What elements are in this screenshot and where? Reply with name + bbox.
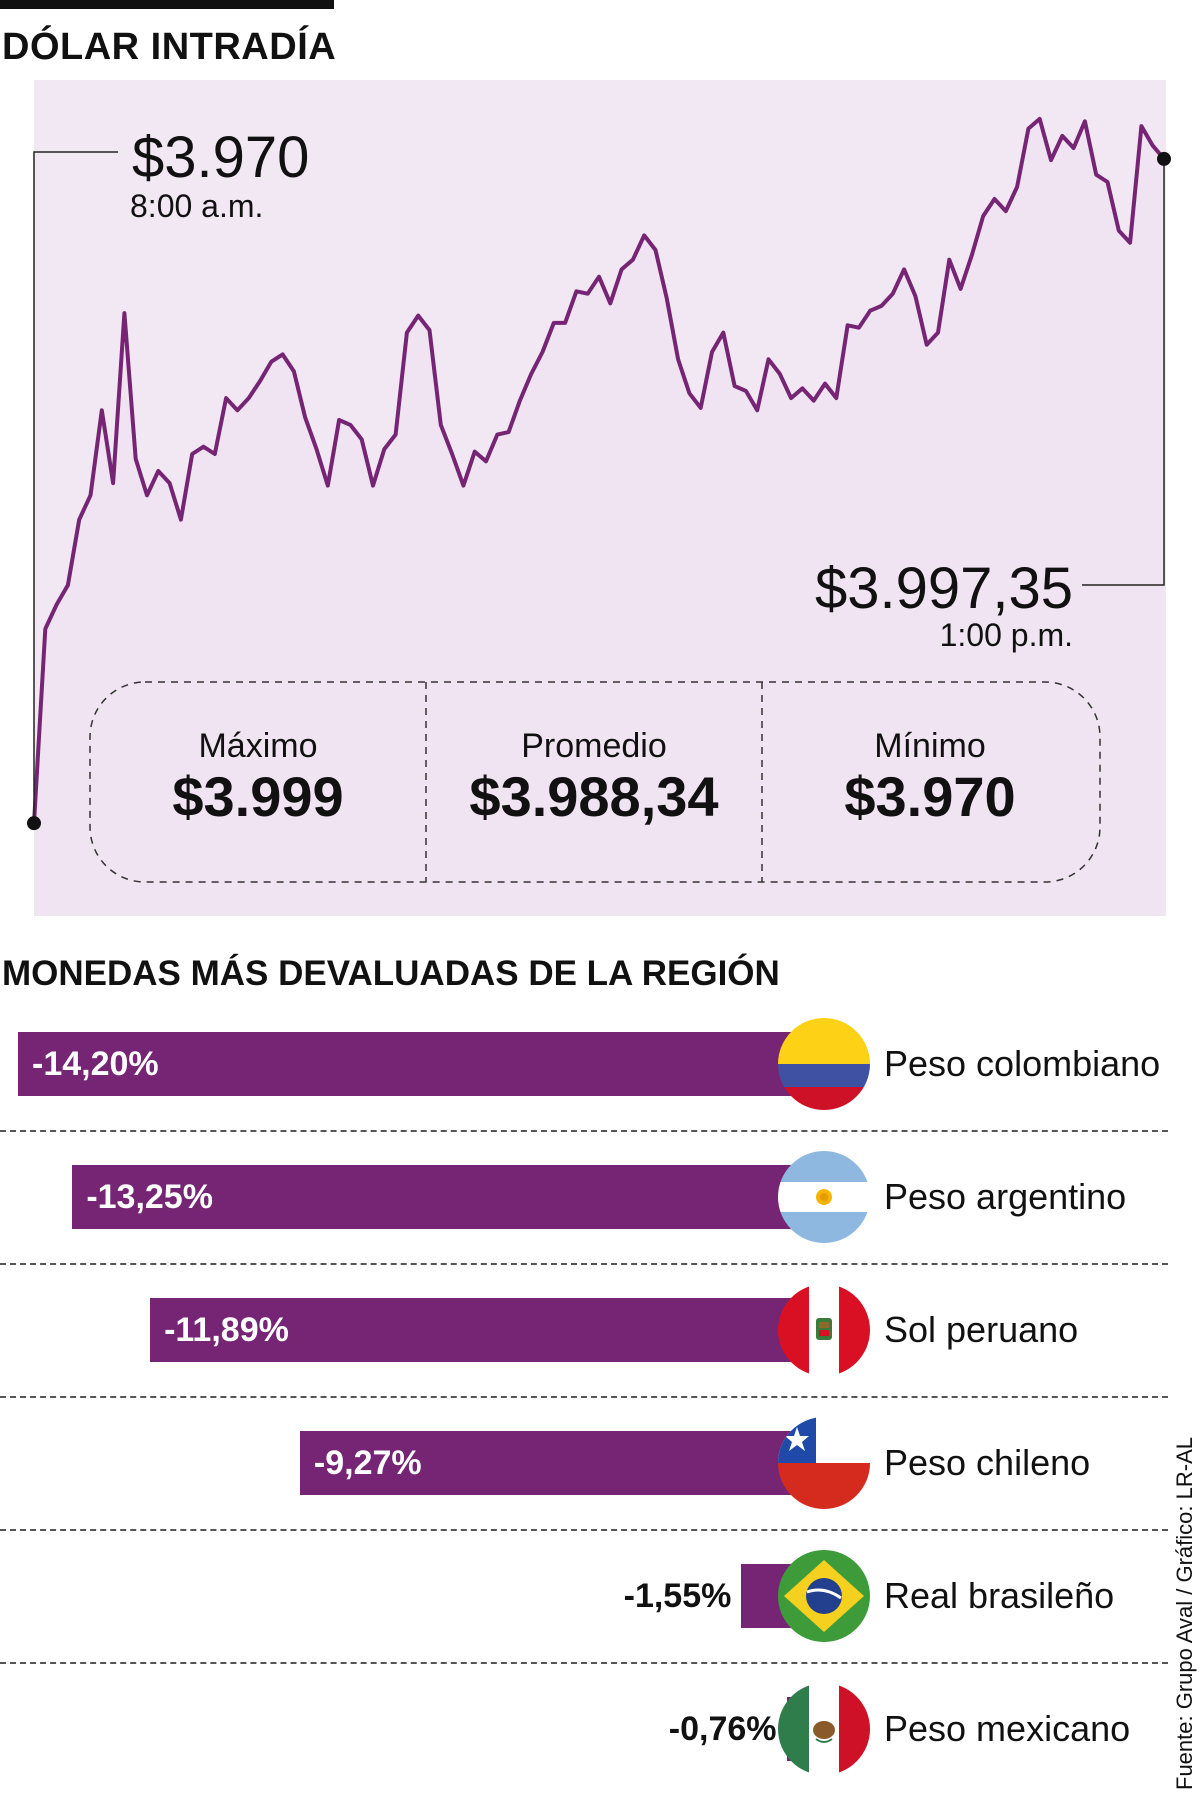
start-value-label: $3.970 (132, 125, 310, 190)
end-point (1157, 151, 1171, 166)
start-point (27, 816, 41, 831)
stat-label: Mínimo (874, 727, 986, 765)
colombia-flag-icon (778, 1018, 870, 1110)
currency-label: Sol peruano (884, 1309, 1079, 1350)
bar: -11,89% (150, 1298, 830, 1362)
row-separator (0, 1130, 1168, 1132)
brazil-flag-icon (778, 1550, 870, 1642)
stat-label: Máximo (198, 727, 318, 765)
bar-value-label: -9,27% (313, 1444, 422, 1482)
currency-label: Peso chileno (884, 1442, 1091, 1483)
bar: -9,27% (299, 1431, 830, 1495)
currency-label: Real brasileño (884, 1575, 1115, 1616)
end-leader-line (1082, 158, 1165, 586)
bar-chart-title: MONEDAS MÁS DEVALUADAS DE LA REGIÓN (2, 954, 780, 993)
peru-flag-icon (778, 1284, 870, 1376)
argentina-flag-icon (778, 1151, 870, 1243)
stat-minimo: Mínimo $3.970 (782, 727, 1078, 829)
currency-label: Peso mexicano (884, 1708, 1131, 1749)
row-separator (0, 1662, 1168, 1664)
bar-value-label: -14,20% (32, 1045, 159, 1083)
row-separator (0, 1396, 1168, 1398)
row-separator (0, 1529, 1168, 1531)
currency-label: Peso colombiano (884, 1043, 1161, 1084)
start-time-label: 8:00 a.m. (130, 188, 264, 224)
bar-value-label: -13,25% (86, 1178, 213, 1216)
bar-value-label: -1,55% (623, 1577, 732, 1615)
currency-label: Peso argentino (884, 1176, 1127, 1217)
end-time-label: 1:00 p.m. (939, 617, 1073, 653)
series-line (32, 116, 1166, 824)
source-note: Fuente: Grupo Aval / Gráfico: LR-AL (1172, 1437, 1197, 1790)
chile-flag-icon (778, 1417, 870, 1509)
chart-title: DÓLAR INTRADÍA (2, 26, 337, 68)
bar-value-label: -0,76% (668, 1710, 777, 1748)
intraday-line-chart (27, 80, 1171, 916)
mexico-flag-icon (778, 1683, 870, 1775)
bar: -13,25% (72, 1165, 830, 1229)
stat-maximo: Máximo $3.999 (110, 727, 406, 829)
area-fill (34, 118, 1164, 916)
stat-value: $3.970 (844, 765, 1016, 828)
bar: -14,20% (18, 1032, 830, 1096)
stat-promedio: Promedio $3.988,34 (436, 727, 752, 829)
start-leader-line (33, 151, 118, 824)
row-separator (0, 1263, 1168, 1265)
end-value-label: $3.997,35 (814, 556, 1073, 621)
stats-box (89, 681, 1101, 883)
bar-value-label: -11,89% (164, 1311, 289, 1349)
stat-label: Promedio (521, 727, 667, 765)
stat-value: $3.988,34 (469, 765, 719, 828)
stat-value: $3.999 (172, 765, 344, 828)
title-rule (0, 0, 334, 9)
